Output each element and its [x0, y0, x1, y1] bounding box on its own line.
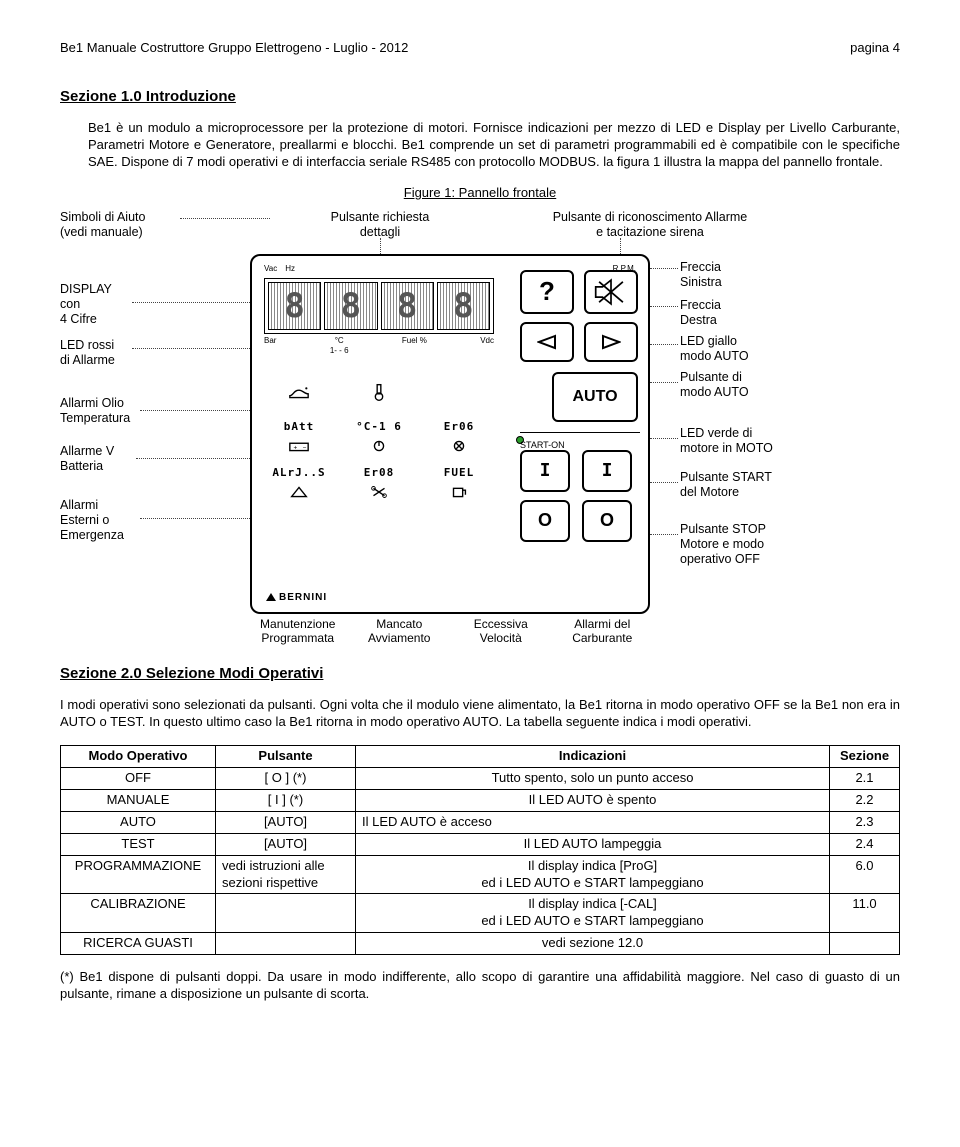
digit-1	[268, 282, 321, 330]
section1-para: Be1 è un modulo a microprocessore per la…	[88, 120, 900, 171]
section1-title: Sezione 1.0 Introduzione	[60, 87, 900, 107]
svg-text:+: +	[294, 445, 298, 452]
help-icon: ?	[539, 275, 555, 309]
label-fuel: Fuel %	[402, 336, 427, 357]
th-indic: Indicazioni	[356, 746, 830, 768]
header-left: Be1 Manuale Costruttore Gruppo Elettroge…	[60, 40, 408, 57]
table-row: CALIBRAZIONEIl display indica [-CAL] ed …	[61, 894, 900, 933]
th-button: Pulsante	[216, 746, 356, 768]
th-mode: Modo Operativo	[61, 746, 216, 768]
page-header: Be1 Manuale Costruttore Gruppo Elettroge…	[60, 40, 900, 57]
label-bar: Bar	[264, 336, 276, 357]
seven-seg-display	[264, 278, 494, 334]
table-row: PROGRAMMAZIONEvedi istruzioni alle sezio…	[61, 855, 900, 894]
brand-label: BERNINI	[266, 591, 327, 604]
arrow-left-button[interactable]	[520, 322, 574, 362]
digit-3	[381, 282, 434, 330]
section2-para: I modi operativi sono selezionati da pul…	[60, 697, 900, 731]
label-vac: Vac	[264, 264, 277, 274]
stop-button-1[interactable]: O	[520, 500, 570, 542]
under-panel-callouts: Manutenzione Programmata Mancato Avviame…	[250, 618, 650, 646]
table-body: OFF[ O ] (*)Tutto spento, solo un punto …	[61, 768, 900, 955]
callout-manutenzione: Manutenzione Programmata	[250, 618, 346, 646]
table-row: MANUALE[ I ] (*)Il LED AUTO è spento2.2	[61, 790, 900, 812]
digit-2	[324, 282, 377, 330]
er06-cell: Er06	[424, 418, 494, 458]
arrow-right-button[interactable]	[584, 322, 638, 362]
arrow-left-icon	[537, 334, 557, 350]
oil-icon	[264, 372, 334, 412]
digit-4	[437, 282, 490, 330]
label-hz: Hz	[285, 264, 295, 274]
label-vdc: Vdc	[480, 336, 494, 357]
fuel-cell: FUEL	[424, 464, 494, 504]
callout-eccessiva: Eccessiva Velocità	[453, 618, 549, 646]
callout-led-verde: LED verde di motore in MOTO	[680, 426, 773, 456]
start-buttons: I I	[520, 450, 632, 492]
callout-pulsante-stop: Pulsante STOP Motore e modo operativo OF…	[680, 522, 766, 567]
top-unit-labels: Vac Hz R.P.M.	[264, 264, 636, 274]
temp-icon	[344, 372, 414, 412]
table-row: RICERCA GUASTIvedi sezione 12.0	[61, 933, 900, 955]
callout-pulsante-start: Pulsante START del Motore	[680, 470, 772, 500]
callout-freccia-destra: Freccia Destra	[680, 298, 721, 328]
callout-display: DISPLAY con 4 Cifre	[60, 282, 112, 327]
bottom-unit-labels: Bar °C 1- - 6 Fuel % Vdc	[264, 336, 494, 357]
mute-icon	[594, 278, 628, 306]
callout-led-giallo: LED giallo modo AUTO	[680, 334, 749, 364]
batt-cell: bAtt +−	[264, 418, 334, 458]
callout-pulsante-auto: Pulsante di modo AUTO	[680, 370, 749, 400]
modes-table: Modo Operativo Pulsante Indicazioni Sezi…	[60, 745, 900, 955]
callout-dettagli: Pulsante richiesta dettagli	[310, 210, 450, 240]
front-panel-diagram: Simboli di Aiuto (vedi manuale) Pulsante…	[60, 210, 900, 650]
svg-text:−: −	[303, 445, 307, 452]
alr-cell: ALrJ..S	[264, 464, 334, 504]
start-button-1[interactable]: I	[520, 450, 570, 492]
callout-riconoscimento: Pulsante di riconoscimento Allarme e tac…	[520, 210, 780, 240]
figure-caption: Figure 1: Pannello frontale	[60, 185, 900, 202]
start-on-label: START-ON	[520, 440, 565, 450]
stop-buttons: O O	[520, 500, 632, 542]
auto-button[interactable]: AUTO	[552, 372, 638, 422]
callout-allarmi-esterni: Allarmi Esterni o Emergenza	[60, 498, 124, 543]
auto-label: AUTO	[572, 387, 617, 408]
help-button[interactable]: ?	[520, 270, 574, 314]
stop-button-2[interactable]: O	[582, 500, 632, 542]
callout-allarmi-carb: Allarmi del Carburante	[555, 618, 651, 646]
blank-1	[424, 372, 494, 412]
c16-cell: °C-1 6	[344, 418, 414, 458]
callout-led-rossi: LED rossi di Allarme	[60, 338, 115, 368]
arrow-right-icon	[601, 334, 621, 350]
callout-allarme-v: Allarme V Batteria	[60, 444, 114, 474]
callout-freccia-sinistra: Freccia Sinistra	[680, 260, 722, 290]
header-right: pagina 4	[850, 40, 900, 57]
callout-allarmi-olio: Allarmi Olio Temperatura	[60, 396, 130, 426]
er08-cell: Er08	[344, 464, 414, 504]
label-c16: °C 1- - 6	[330, 336, 349, 357]
callout-simboli: Simboli di Aiuto (vedi manuale)	[60, 210, 180, 240]
callout-mancato: Mancato Avviamento	[352, 618, 448, 646]
table-row: OFF[ O ] (*)Tutto spento, solo un punto …	[61, 768, 900, 790]
start-button-2[interactable]: I	[582, 450, 632, 492]
device-panel: Vac Hz R.P.M. Bar °C 1- - 6 Fuel % Vdc ?…	[250, 254, 650, 614]
table-row: AUTO[AUTO]Il LED AUTO è acceso2.3	[61, 811, 900, 833]
alarm-ack-button[interactable]	[584, 270, 638, 314]
section2-title: Sezione 2.0 Selezione Modi Operativi	[60, 664, 900, 684]
table-row: TEST[AUTO]Il LED AUTO lampeggia2.4	[61, 833, 900, 855]
th-section: Sezione	[830, 746, 900, 768]
alarm-icon-grid: bAtt +− °C-1 6 Er06 ALrJ..S Er08 FUEL	[264, 372, 494, 504]
table-header-row: Modo Operativo Pulsante Indicazioni Sezi…	[61, 746, 900, 768]
footnote: (*) Be1 dispone di pulsanti doppi. Da us…	[60, 969, 900, 1003]
brand-triangle-icon	[266, 593, 276, 601]
